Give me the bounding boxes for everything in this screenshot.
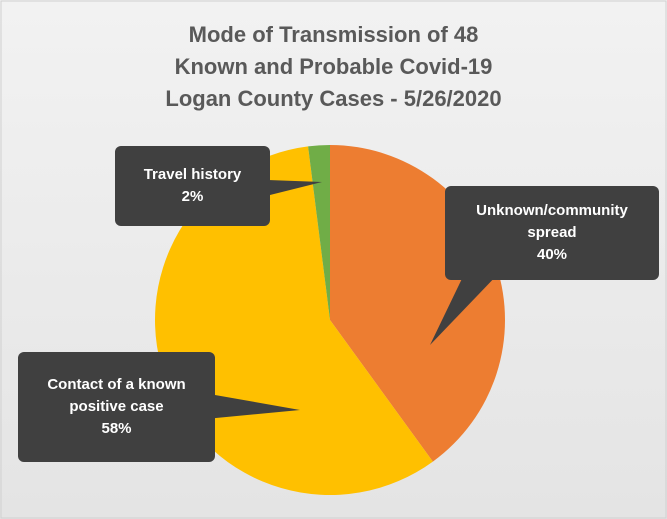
- category-label: Travel history: [143, 166, 242, 183]
- data-callout: Unknown/community spread 40%: [445, 186, 659, 280]
- category-label: Contact of a known positive case: [47, 376, 186, 415]
- data-callout: Travel history 2%: [115, 146, 270, 226]
- data-callout: Contact of a known positive case 58%: [18, 352, 215, 462]
- value-label: 58%: [101, 420, 132, 437]
- chart-title: Known and Probable Covid-19: [174, 54, 493, 79]
- callout-pointer: [430, 262, 500, 345]
- value-label: 2%: [181, 188, 204, 205]
- pie-slice: [308, 145, 330, 320]
- chart-title: Mode of Transmission of 48: [188, 22, 479, 47]
- chart-title: Logan County Cases - 5/26/2020: [165, 86, 502, 111]
- value-label: 40%: [536, 246, 568, 263]
- category-label: Unknown/community spread: [476, 202, 628, 241]
- callout-pointer: [195, 395, 300, 420]
